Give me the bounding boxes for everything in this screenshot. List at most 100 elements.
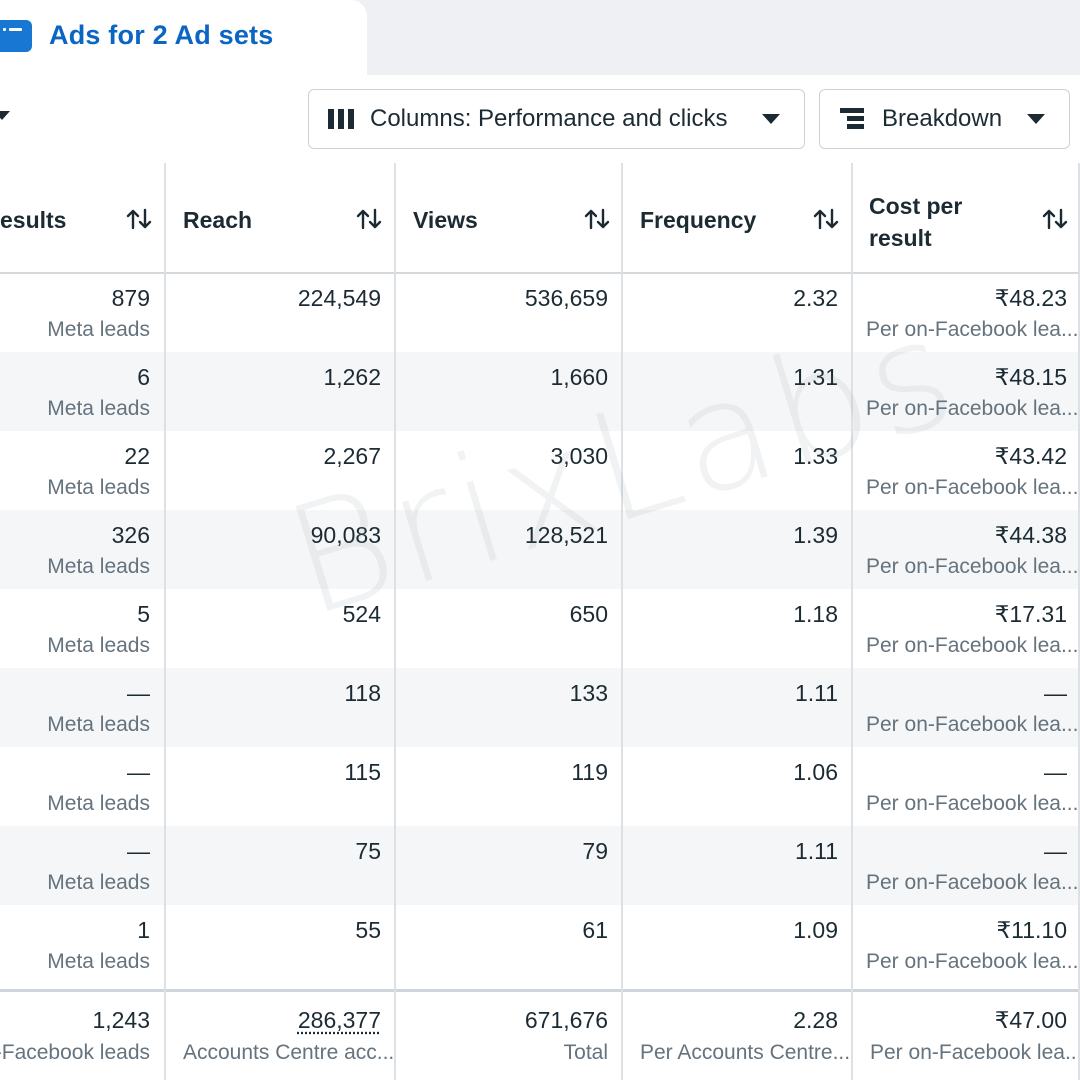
total-views: 671,676 [524, 1007, 608, 1033]
reach: 2,267 [323, 443, 381, 469]
table-row[interactable]: 22 Meta leads 2,267 3,030 1.33 ₹43.42 Per on-F… [0, 431, 1080, 510]
cost: ₹17.31 [994, 601, 1067, 627]
sort-icon[interactable] [813, 208, 839, 230]
views: 119 [571, 759, 608, 785]
sort-icon[interactable] [126, 208, 152, 230]
frequency-cell: 1.39 [622, 510, 838, 589]
column-divider [621, 163, 623, 1080]
reach-cell: 224,549 [165, 273, 381, 352]
ads-table: 879 Meta leads 224,549 536,659 2.32 ₹48.23 Per… [0, 163, 1080, 1080]
table-row[interactable]: 1 Meta leads 55 61 1.09 ₹11.10 Per on-Facebook… [0, 905, 1080, 984]
total-views-sub: Total [563, 1041, 608, 1064]
table-row[interactable]: 6 Meta leads 1,262 1,660 1.31 ₹48.15 Per on-Fa… [0, 352, 1080, 431]
cost-per-result-cell: ₹43.42 Per on-Facebook lea... [852, 431, 1078, 510]
reach: 90,083 [310, 522, 381, 548]
total-reach-sub: Accounts Centre acc... [183, 1041, 395, 1064]
views: 133 [569, 680, 608, 706]
cost-sub: Per on-Facebook lea... [866, 713, 1079, 736]
results-sub: Meta leads [47, 555, 150, 578]
cost: ₹48.23 [994, 285, 1067, 311]
table-row[interactable]: — Meta leads 115 119 1.06 — Per on-Facebook le… [0, 747, 1080, 826]
cost: ₹48.15 [994, 364, 1067, 390]
cost-sub: Per on-Facebook lea... [866, 871, 1079, 894]
cost-sub: Per on-Facebook lea... [866, 792, 1079, 815]
column-header-reach[interactable]: Reach [165, 163, 394, 273]
cost-sub: Per on-Facebook lea... [866, 555, 1079, 578]
results-sub: Meta leads [47, 634, 150, 657]
chevron-down-icon[interactable] [0, 111, 10, 120]
cost-per-result-cell: ₹11.10 Per on-Facebook lea... [852, 905, 1078, 984]
reach: 1,262 [323, 364, 381, 390]
results: 5 [137, 601, 150, 627]
header-label: Cost per result [869, 190, 962, 254]
views-cell: 536,659 [395, 273, 608, 352]
tab-ads[interactable]: Ads for 2 Ad sets [0, 0, 367, 75]
results-sub: Meta leads [47, 871, 150, 894]
table-row[interactable]: 879 Meta leads 224,549 536,659 2.32 ₹48.23 Per… [0, 273, 1080, 352]
views-cell: 650 [395, 589, 608, 668]
chevron-down-icon [1027, 114, 1045, 124]
views: 79 [582, 838, 608, 864]
column-header-results[interactable]: esults [0, 163, 164, 273]
breakdown-icon [840, 108, 864, 130]
results-cell: — Meta leads [0, 668, 150, 747]
results-cell: 879 Meta leads [0, 273, 150, 352]
total-cost: ₹47.00 [994, 1007, 1067, 1033]
header-divider [0, 272, 1080, 274]
total-results: 1,243 [92, 1007, 150, 1033]
views-cell: 3,030 [395, 431, 608, 510]
total-frequency-sub: Per Accounts Centre... [640, 1041, 851, 1064]
results: — [127, 680, 150, 706]
reach: 75 [355, 838, 381, 864]
sort-icon[interactable] [356, 208, 382, 230]
results-cell: 5 Meta leads [0, 589, 150, 668]
table-row[interactable]: — Meta leads 118 133 1.11 — Per on-Facebook le… [0, 668, 1080, 747]
reach-cell: 55 [165, 905, 381, 984]
views: 536,659 [524, 285, 608, 311]
column-header-views[interactable]: Views [395, 163, 621, 273]
cost-sub: Per on-Facebook lea... [866, 397, 1079, 420]
sort-icon[interactable] [1042, 208, 1068, 230]
column-header-cost-per-result[interactable]: Cost per result [852, 163, 1080, 273]
cost-sub: Per on-Facebook lea... [866, 318, 1079, 341]
reach-cell: 75 [165, 826, 381, 905]
reach-cell: 524 [165, 589, 381, 668]
reach: 224,549 [297, 285, 381, 311]
cost-per-result-cell: — Per on-Facebook lea... [852, 747, 1078, 826]
column-header-frequency[interactable]: Frequency [622, 163, 851, 273]
views: 650 [569, 601, 608, 627]
columns-button[interactable]: Columns: Performance and clicks [308, 89, 805, 149]
results-sub: Meta leads [47, 950, 150, 973]
results-cell: 1 Meta leads [0, 905, 150, 984]
views: 128,521 [524, 522, 608, 548]
total-results-sub: n-Facebook leads [0, 1041, 150, 1064]
results-cell: 22 Meta leads [0, 431, 150, 510]
frequency: 1.18 [793, 601, 838, 627]
total-reach[interactable]: 286,377 [297, 1007, 381, 1033]
results: — [127, 838, 150, 864]
header-label-line-1: Cost per [869, 193, 963, 219]
table-row[interactable]: 5 Meta leads 524 650 1.18 ₹17.31 Per on-Facebo… [0, 589, 1080, 668]
totals-divider [0, 989, 1080, 992]
reach: 118 [344, 680, 381, 706]
results: 22 [124, 443, 150, 469]
frequency-cell: 2.32 [622, 273, 838, 352]
frequency: 1.39 [793, 522, 838, 548]
cost-sub: Per on-Facebook lea... [866, 634, 1079, 657]
sort-icon[interactable] [584, 208, 610, 230]
table-row[interactable]: — Meta leads 75 79 1.11 — Per on-Facebook lea.… [0, 826, 1080, 905]
table-row[interactable]: 326 Meta leads 90,083 128,521 1.39 ₹44.38 Per … [0, 510, 1080, 589]
cost: ₹44.38 [994, 522, 1067, 548]
cost: — [1044, 838, 1067, 864]
frequency-cell: 1.11 [622, 668, 838, 747]
breakdown-button[interactable]: Breakdown [819, 89, 1070, 149]
reach: 524 [342, 601, 381, 627]
frequency-cell: 1.33 [622, 431, 838, 510]
columns-button-label: Columns: Performance and clicks [370, 105, 728, 132]
cost-per-result-cell: — Per on-Facebook lea... [852, 668, 1078, 747]
results: 879 [111, 285, 150, 311]
results: 326 [111, 522, 150, 548]
header-label: Views [413, 207, 478, 233]
total-frequency: 2.28 [793, 1007, 838, 1033]
reach-cell: 115 [165, 747, 381, 826]
